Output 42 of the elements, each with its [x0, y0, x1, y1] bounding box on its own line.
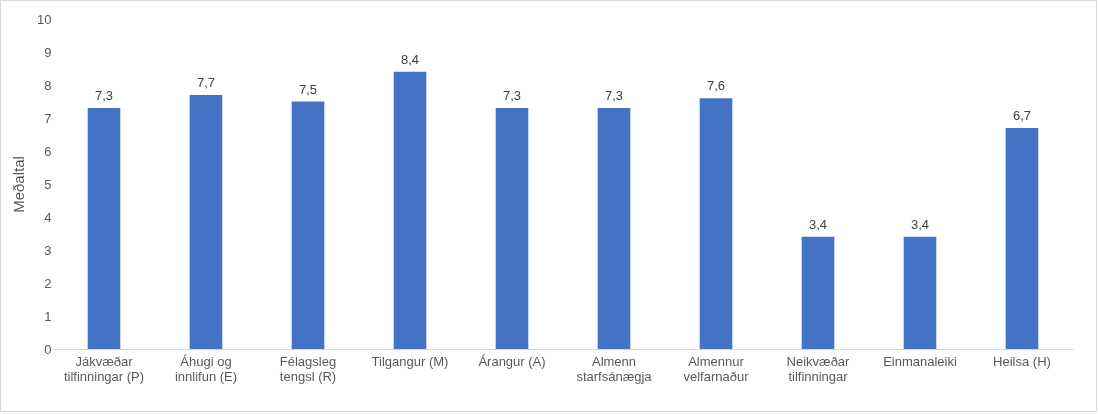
bar [801, 236, 835, 349]
y-tick-label: 0 [44, 341, 52, 357]
y-tick-label: 8 [44, 77, 52, 93]
y-tick-label: 4 [44, 209, 52, 225]
bar [699, 98, 733, 349]
y-tick-label: 6 [44, 143, 52, 159]
bar [1005, 127, 1039, 349]
data-label: 6,7 [1012, 107, 1032, 123]
x-tick-label: Almennur velfarnaður [683, 353, 750, 384]
data-label: 7,3 [604, 88, 624, 104]
bar [495, 108, 529, 349]
bar [291, 101, 325, 349]
data-label: 7,6 [706, 78, 726, 94]
data-label: 8,4 [400, 51, 420, 67]
data-label: 3,4 [808, 216, 828, 232]
y-axis-title: Meðaltal [10, 156, 28, 213]
bar [903, 236, 937, 349]
bar [87, 108, 121, 349]
data-label: 7,3 [502, 88, 522, 104]
data-label: 7,7 [196, 74, 216, 90]
bar [393, 71, 427, 349]
y-tick-label: 1 [44, 308, 52, 324]
y-tick-label: 5 [44, 176, 52, 192]
y-tick-label: 9 [44, 44, 52, 60]
x-tick-label: Tilgangur (M) [371, 353, 449, 369]
bar [189, 94, 223, 349]
y-tick-label: 10 [37, 11, 52, 27]
y-tick-label: 3 [44, 242, 52, 258]
y-tick-label: 7 [44, 110, 52, 126]
data-label: 7,5 [298, 81, 318, 97]
data-label: 3,4 [910, 216, 930, 232]
x-tick-label: Einmanaleiki [883, 353, 957, 369]
x-tick-label: Jákvæðar tilfinningar (P) [63, 353, 145, 384]
y-tick-label: 2 [44, 275, 52, 291]
x-tick-label: Almenn starfsánægja [576, 353, 653, 384]
x-tick-label: Áhugi og innlifun (E) [174, 353, 238, 384]
data-label: 7,3 [94, 88, 114, 104]
x-tick-label: Heilsa (H) [993, 353, 1051, 369]
x-tick-label: Árangur (A) [478, 353, 546, 369]
bar [597, 108, 631, 349]
x-tick-label: Félagsleg tengsl (R) [279, 353, 337, 384]
x-tick-label: Neikvæðar tilfinningar [786, 353, 851, 384]
